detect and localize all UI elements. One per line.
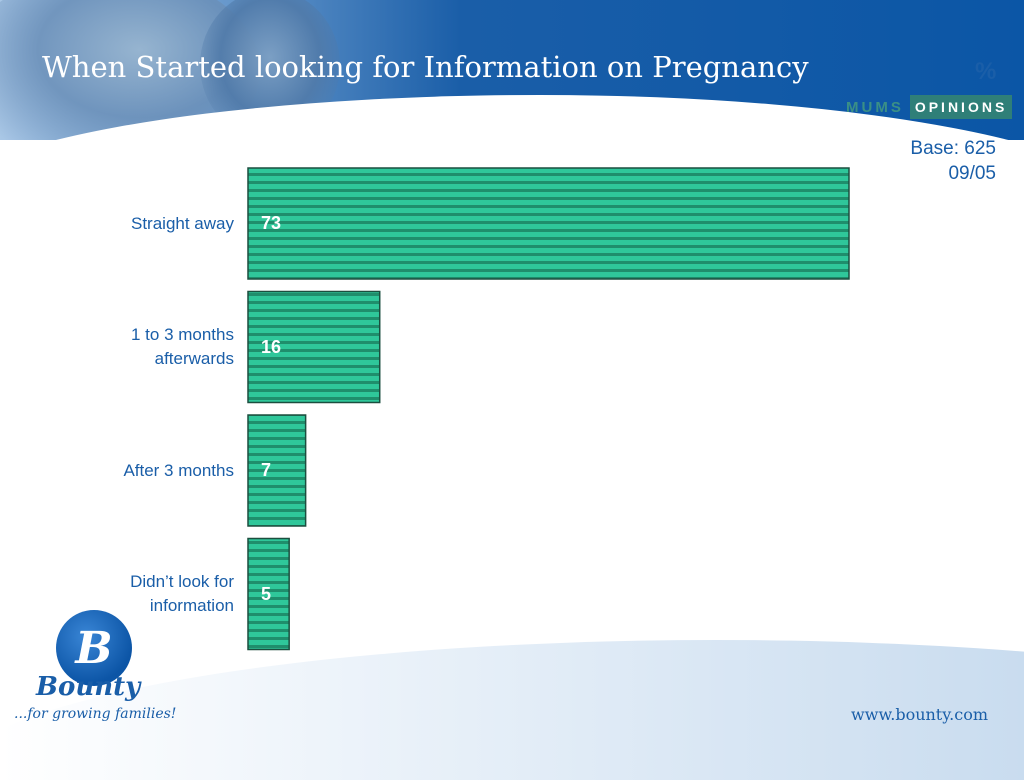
bounty-logo: B Bounty ...for growing families! — [14, 608, 177, 738]
mums-opinions-logo: MUMS OPINIONS — [846, 94, 1013, 120]
bar-2 — [247, 414, 307, 527]
bar-value-label-3: 5 — [261, 583, 272, 604]
footer-url-link[interactable]: www.bounty.com — [851, 705, 988, 724]
bounty-tagline: ...for growing families! — [14, 706, 177, 722]
category-label-0: Straight away — [131, 213, 234, 233]
base-count: Base: 625 — [910, 138, 996, 159]
bar-value-label-0: 73 — [261, 213, 282, 233]
bar-3 — [247, 537, 290, 651]
bounty-b-icon: B — [56, 610, 132, 686]
bar-0 — [247, 167, 850, 280]
page-title: When Started looking for Information on … — [42, 50, 809, 84]
logo-mums-text: MUMS — [846, 98, 904, 116]
bar-1 — [247, 290, 381, 404]
logo-opinions-text: OPINIONS — [909, 95, 1013, 119]
category-label-2: After 3 months — [123, 460, 234, 480]
bar-value-label-2: 7 — [261, 460, 272, 480]
base-info: Base: 625 09/05 — [910, 136, 996, 186]
unit-label: % — [975, 58, 997, 85]
bar-value-label-1: 16 — [261, 336, 282, 357]
category-label-1: 1 to 3 months afterwards — [130, 325, 234, 368]
bars-group — [247, 167, 850, 651]
base-date: 09/05 — [948, 163, 996, 184]
category-label-3: Didn’t look for information — [130, 572, 234, 615]
header-band — [0, 0, 1024, 140]
bounty-brand-name: Bounty — [36, 672, 141, 702]
